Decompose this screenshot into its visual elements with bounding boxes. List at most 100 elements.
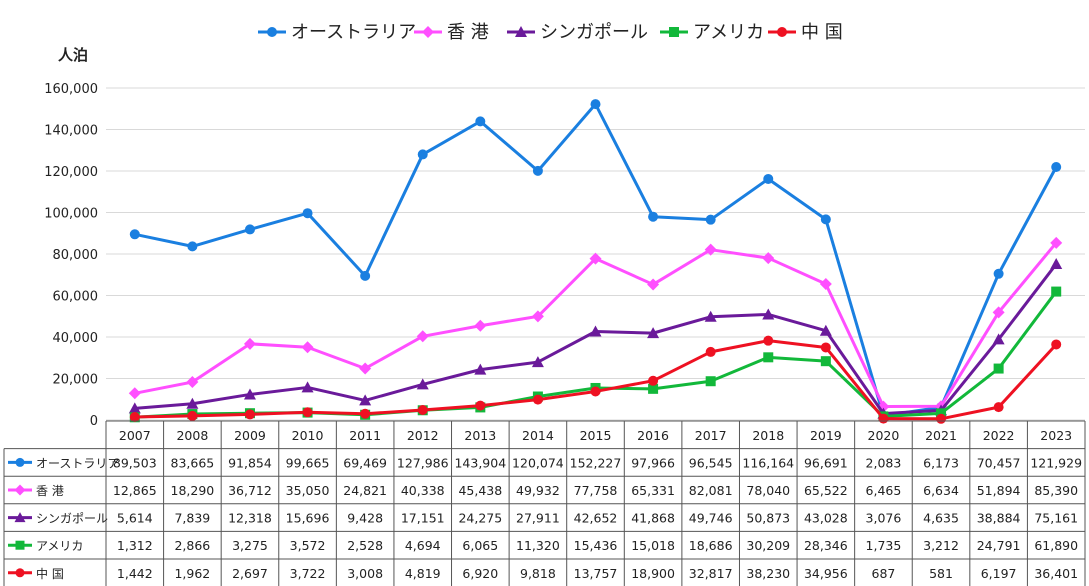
table-cell: 127,986: [397, 455, 449, 470]
table-cell: 6,920: [462, 566, 498, 581]
x-tick-label: 2017: [695, 428, 727, 443]
data-point: [1051, 286, 1062, 297]
data-point: [993, 268, 1004, 279]
table-cell: 61,890: [1034, 538, 1078, 553]
data-point: [763, 335, 774, 346]
table-cell: 9,428: [347, 511, 383, 526]
x-tick-label: 2020: [868, 428, 900, 443]
legend-label: オーストラリア: [291, 22, 416, 43]
table-cell: 12,318: [228, 511, 272, 526]
table-cell: 3,722: [290, 566, 326, 581]
data-point: [359, 394, 372, 406]
table-cell: 18,900: [631, 566, 675, 581]
data-point: [820, 342, 831, 353]
legend-label: 中 国: [801, 22, 843, 43]
legend-entry: オーストラリア: [258, 22, 416, 43]
table-cell: 3,212: [923, 538, 959, 553]
table-cell: 13,757: [574, 566, 618, 581]
data-point: [302, 407, 313, 418]
data-point: [1051, 339, 1062, 350]
table-cell: 581: [929, 566, 953, 581]
data-point: [705, 214, 716, 225]
data-point: [186, 397, 199, 409]
data-point: [244, 224, 255, 235]
x-tick-label: 2016: [637, 428, 669, 443]
row-legend-marker: [14, 484, 26, 496]
data-point: [301, 381, 314, 393]
plot-area: [128, 99, 1063, 424]
table-cell: 6,465: [866, 483, 902, 498]
y-tick-label: 120,000: [44, 165, 98, 180]
y-tick-label: 160,000: [44, 82, 98, 97]
data-point: [762, 308, 775, 320]
table-cell: 82,081: [689, 483, 733, 498]
data-point: [360, 408, 371, 419]
legend-marker: [669, 27, 679, 37]
data-point: [763, 352, 774, 363]
data-point: [589, 252, 602, 265]
table-cell: 24,821: [343, 483, 387, 498]
table-cell: 9,818: [520, 566, 556, 581]
table-cell: 24,791: [977, 538, 1021, 553]
table-cell: 4,635: [923, 511, 959, 526]
data-point: [187, 410, 198, 421]
table-cell: 91,854: [228, 455, 272, 470]
row-legend-marker: [15, 457, 25, 467]
table-cell: 687: [872, 566, 896, 581]
table-cell: 70,457: [977, 455, 1021, 470]
data-point: [1050, 258, 1063, 270]
table-cell: 50,873: [746, 511, 790, 526]
table-row: アメリカ 1,312 2,866 3,275 3,572 2,528 4,694 6,065 1…: [8, 538, 1078, 553]
series-line: [134, 290, 1058, 419]
table-cell: 38,884: [977, 511, 1021, 526]
table-cell: 41,868: [631, 511, 675, 526]
table-row: 中 国 1,442 1,962 2,697 3,722 3,008 4,819 6,920 9,…: [8, 566, 1078, 581]
data-point: [187, 241, 198, 252]
data-point: [128, 402, 141, 414]
table-cell: 27,911: [516, 511, 560, 526]
table-cell: 11,320: [516, 538, 560, 553]
table-cell: 51,894: [977, 483, 1021, 498]
data-point: [762, 252, 775, 265]
data-point: [705, 346, 716, 357]
table-cell: 15,436: [574, 538, 618, 553]
table-cell: 65,331: [631, 483, 675, 498]
data-point: [819, 278, 832, 291]
data-point: [359, 362, 372, 375]
table-cell: 99,665: [286, 455, 330, 470]
data-point: [704, 243, 717, 256]
legend-entry: シンガポール: [507, 22, 648, 43]
legend-entry: 中 国: [768, 22, 843, 43]
table-cell: 4,819: [405, 566, 441, 581]
table-cell: 15,696: [286, 511, 330, 526]
table-cell: 49,932: [516, 483, 560, 498]
data-point: [474, 319, 487, 332]
table-cell: 28,346: [804, 538, 848, 553]
data-point: [416, 330, 429, 343]
table-cell: 40,338: [401, 483, 445, 498]
table-cell: 85,390: [1034, 483, 1078, 498]
legend-entry: 香 港: [414, 22, 489, 43]
data-point: [647, 327, 660, 339]
table-cell: 24,275: [458, 511, 502, 526]
data-point: [763, 173, 774, 184]
legend-label: シンガポール: [540, 22, 648, 43]
data-point: [590, 99, 601, 110]
table-cell: 83,665: [171, 455, 215, 470]
table-cell: 2,866: [174, 538, 210, 553]
table-cell: 121,929: [1030, 455, 1082, 470]
table-cell: 97,966: [631, 455, 675, 470]
table-cell: 3,008: [347, 566, 383, 581]
y-axis-unit-label: 人泊: [58, 46, 88, 64]
table-cell: 5,614: [117, 511, 153, 526]
x-tick-label: 2012: [407, 428, 439, 443]
table-cell: 30,209: [746, 538, 790, 553]
x-tick-label: 2019: [810, 428, 842, 443]
row-series-name: 中 国: [36, 566, 64, 581]
table-cell: 3,572: [290, 538, 326, 553]
x-tick-label: 2008: [176, 428, 208, 443]
table-cell: 32,817: [689, 566, 733, 581]
table-cell: 12,865: [113, 483, 157, 498]
table-cell: 34,956: [804, 566, 848, 581]
x-tick-label: 2010: [292, 428, 324, 443]
